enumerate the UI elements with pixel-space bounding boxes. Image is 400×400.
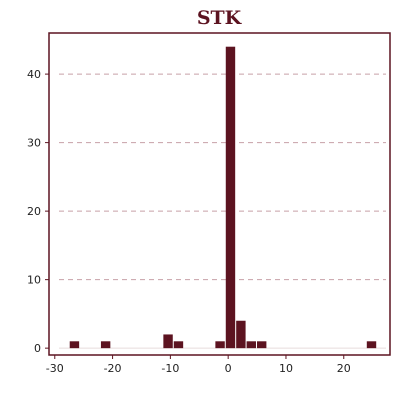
x-tick-label: 0 [225, 362, 232, 375]
y-tick-label: 30 [27, 137, 41, 150]
y-tick-label: 10 [27, 274, 41, 287]
x-tick-label: -20 [104, 362, 122, 375]
histogram-bar [215, 341, 225, 349]
histogram-bar [163, 334, 173, 349]
histogram-bar [100, 341, 111, 349]
histogram-bar [366, 341, 377, 349]
chart-title: STK [197, 7, 243, 29]
plot-frame [48, 32, 391, 356]
x-tick-label: 20 [337, 362, 351, 375]
grid-lines [59, 73, 386, 349]
x-tick-label: -30 [46, 362, 64, 375]
x-tick-label: -10 [161, 362, 179, 375]
histogram-bar [246, 341, 256, 349]
histogram-bar [69, 341, 80, 349]
y-tick-label: 40 [27, 68, 41, 81]
histogram-bar [236, 320, 246, 349]
histogram-bar [225, 46, 236, 349]
y-tick-label: 0 [34, 342, 41, 355]
y-tick-label: 20 [27, 205, 41, 218]
y-axis: 0 10 20 30 40 [27, 68, 49, 355]
bars [69, 46, 377, 349]
histogram-bar [173, 341, 184, 349]
x-tick-label: 10 [279, 362, 293, 375]
x-axis: -30 -20 -10 0 10 20 [46, 355, 351, 375]
histogram-bar [256, 341, 267, 349]
